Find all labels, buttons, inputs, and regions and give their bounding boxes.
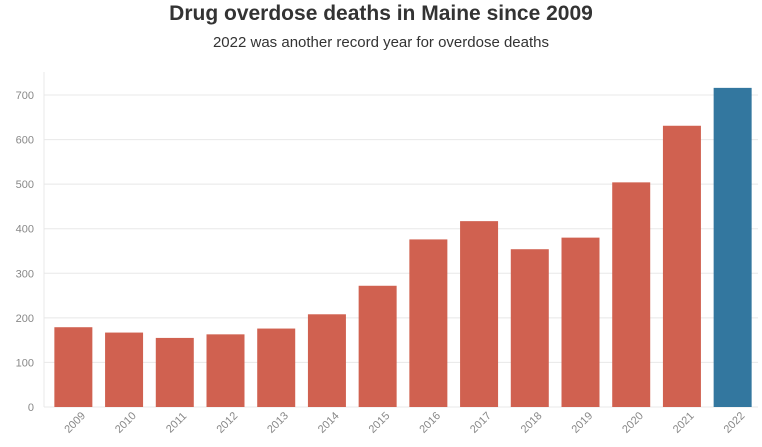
bar-2020[interactable]	[612, 182, 651, 407]
bars	[54, 87, 752, 408]
y-axis-ticks: 0 100 200 300 400 500 600 700	[16, 90, 34, 414]
x-tick-label: 2013	[265, 410, 291, 436]
x-tick-label: 2009	[62, 410, 88, 436]
y-tick-label: 200	[16, 313, 34, 325]
x-tick-label: 2012	[214, 410, 240, 436]
gridlines	[43, 72, 758, 408]
bar-2019[interactable]	[561, 237, 600, 407]
x-tick-label: 2015	[367, 410, 393, 436]
bar-2022[interactable]	[713, 87, 752, 408]
bar-2015[interactable]	[358, 285, 397, 407]
chart-title: Drug overdose deaths in Maine since 2009	[169, 2, 593, 25]
bar-2016[interactable]	[409, 239, 448, 407]
y-tick-label: 0	[28, 402, 34, 414]
y-tick-label: 100	[16, 357, 34, 369]
y-tick-label: 600	[16, 135, 34, 147]
x-tick-label: 2022	[722, 410, 748, 436]
x-tick-label: 2021	[671, 410, 697, 436]
x-tick-label: 2018	[519, 410, 545, 436]
x-tick-label: 2019	[569, 410, 595, 436]
chart-subtitle: 2022 was another record year for overdos…	[212, 34, 550, 51]
bar-2009[interactable]	[54, 327, 93, 407]
x-tick-label: 2014	[316, 410, 342, 436]
x-axis-ticks: 2009 2010 2011 2012 2013 2014 2015 2016 2017 2018…	[62, 410, 747, 436]
y-tick-label: 300	[16, 268, 34, 280]
x-tick-label: 2010	[113, 410, 139, 436]
bar-2013[interactable]	[257, 328, 296, 407]
bar-2010[interactable]	[105, 332, 144, 407]
bar-2017[interactable]	[460, 221, 499, 407]
y-tick-label: 700	[16, 90, 34, 102]
y-tick-label: 400	[16, 224, 34, 236]
x-tick-label: 2011	[164, 410, 189, 435]
x-tick-label: 2017	[468, 410, 494, 436]
x-tick-label: 2020	[620, 410, 646, 436]
bar-2018[interactable]	[510, 249, 549, 407]
y-tick-label: 500	[16, 179, 34, 191]
bar-2021[interactable]	[662, 125, 701, 408]
x-tick-label: 2016	[417, 410, 443, 436]
bar-2011[interactable]	[155, 337, 194, 407]
bar-2012[interactable]	[206, 334, 245, 407]
bar-2014[interactable]	[307, 314, 346, 407]
